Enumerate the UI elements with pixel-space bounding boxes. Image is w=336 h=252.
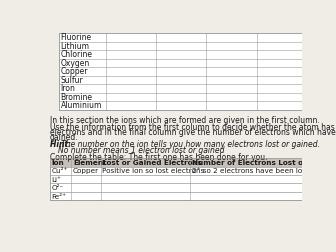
Text: electrons and in the final column give the number of electrons which have been l: electrons and in the final column give t… — [50, 128, 336, 137]
Text: Complete the table: The first one has been done for you.: Complete the table: The first one has be… — [50, 153, 267, 162]
Text: Lithium: Lithium — [60, 42, 90, 51]
Text: Fe²⁺: Fe²⁺ — [51, 194, 66, 200]
Text: Positive ion so lost electrons: Positive ion so lost electrons — [102, 168, 205, 174]
Text: Cu²⁺: Cu²⁺ — [51, 168, 68, 174]
Text: Oxygen: Oxygen — [60, 59, 90, 68]
Text: Copper: Copper — [60, 67, 88, 76]
Text: 2⁺ so 2 electrons have been lost: 2⁺ so 2 electrons have been lost — [192, 168, 308, 174]
Text: Number of Electrons Lost or gained: Number of Electrons Lost or gained — [192, 160, 336, 166]
Text: O²⁻: O²⁻ — [51, 185, 64, 191]
Text: The number on the ion tells you how many electrons lost or gained.: The number on the ion tells you how many… — [60, 140, 320, 149]
Text: Copper: Copper — [73, 168, 99, 174]
Bar — [50, 158, 302, 200]
Bar — [50, 158, 302, 167]
Text: Fluorine: Fluorine — [60, 34, 92, 43]
Text: Hint:: Hint: — [50, 140, 73, 149]
Text: Lost or Gained Electrons: Lost or Gained Electrons — [102, 160, 203, 166]
Text: Aluminium: Aluminium — [60, 101, 102, 110]
Text: Iron: Iron — [60, 84, 76, 93]
Text: Chlorine: Chlorine — [60, 50, 93, 59]
Text: Li⁺: Li⁺ — [51, 177, 61, 183]
Text: gained.: gained. — [50, 133, 78, 142]
Text: No number means 1 electron lost or gained: No number means 1 electron lost or gaine… — [57, 146, 224, 155]
Text: Element: Element — [73, 160, 107, 166]
Text: Ion: Ion — [51, 160, 64, 166]
Bar — [59, 33, 336, 110]
Text: Bromine: Bromine — [60, 93, 93, 102]
Text: Use the information from the first column to decide whether the atom has lost or: Use the information from the first colum… — [50, 123, 336, 132]
Text: Sulfur: Sulfur — [60, 76, 83, 85]
Text: In this section the ions which are formed are given in the first column.: In this section the ions which are forme… — [50, 116, 320, 125]
